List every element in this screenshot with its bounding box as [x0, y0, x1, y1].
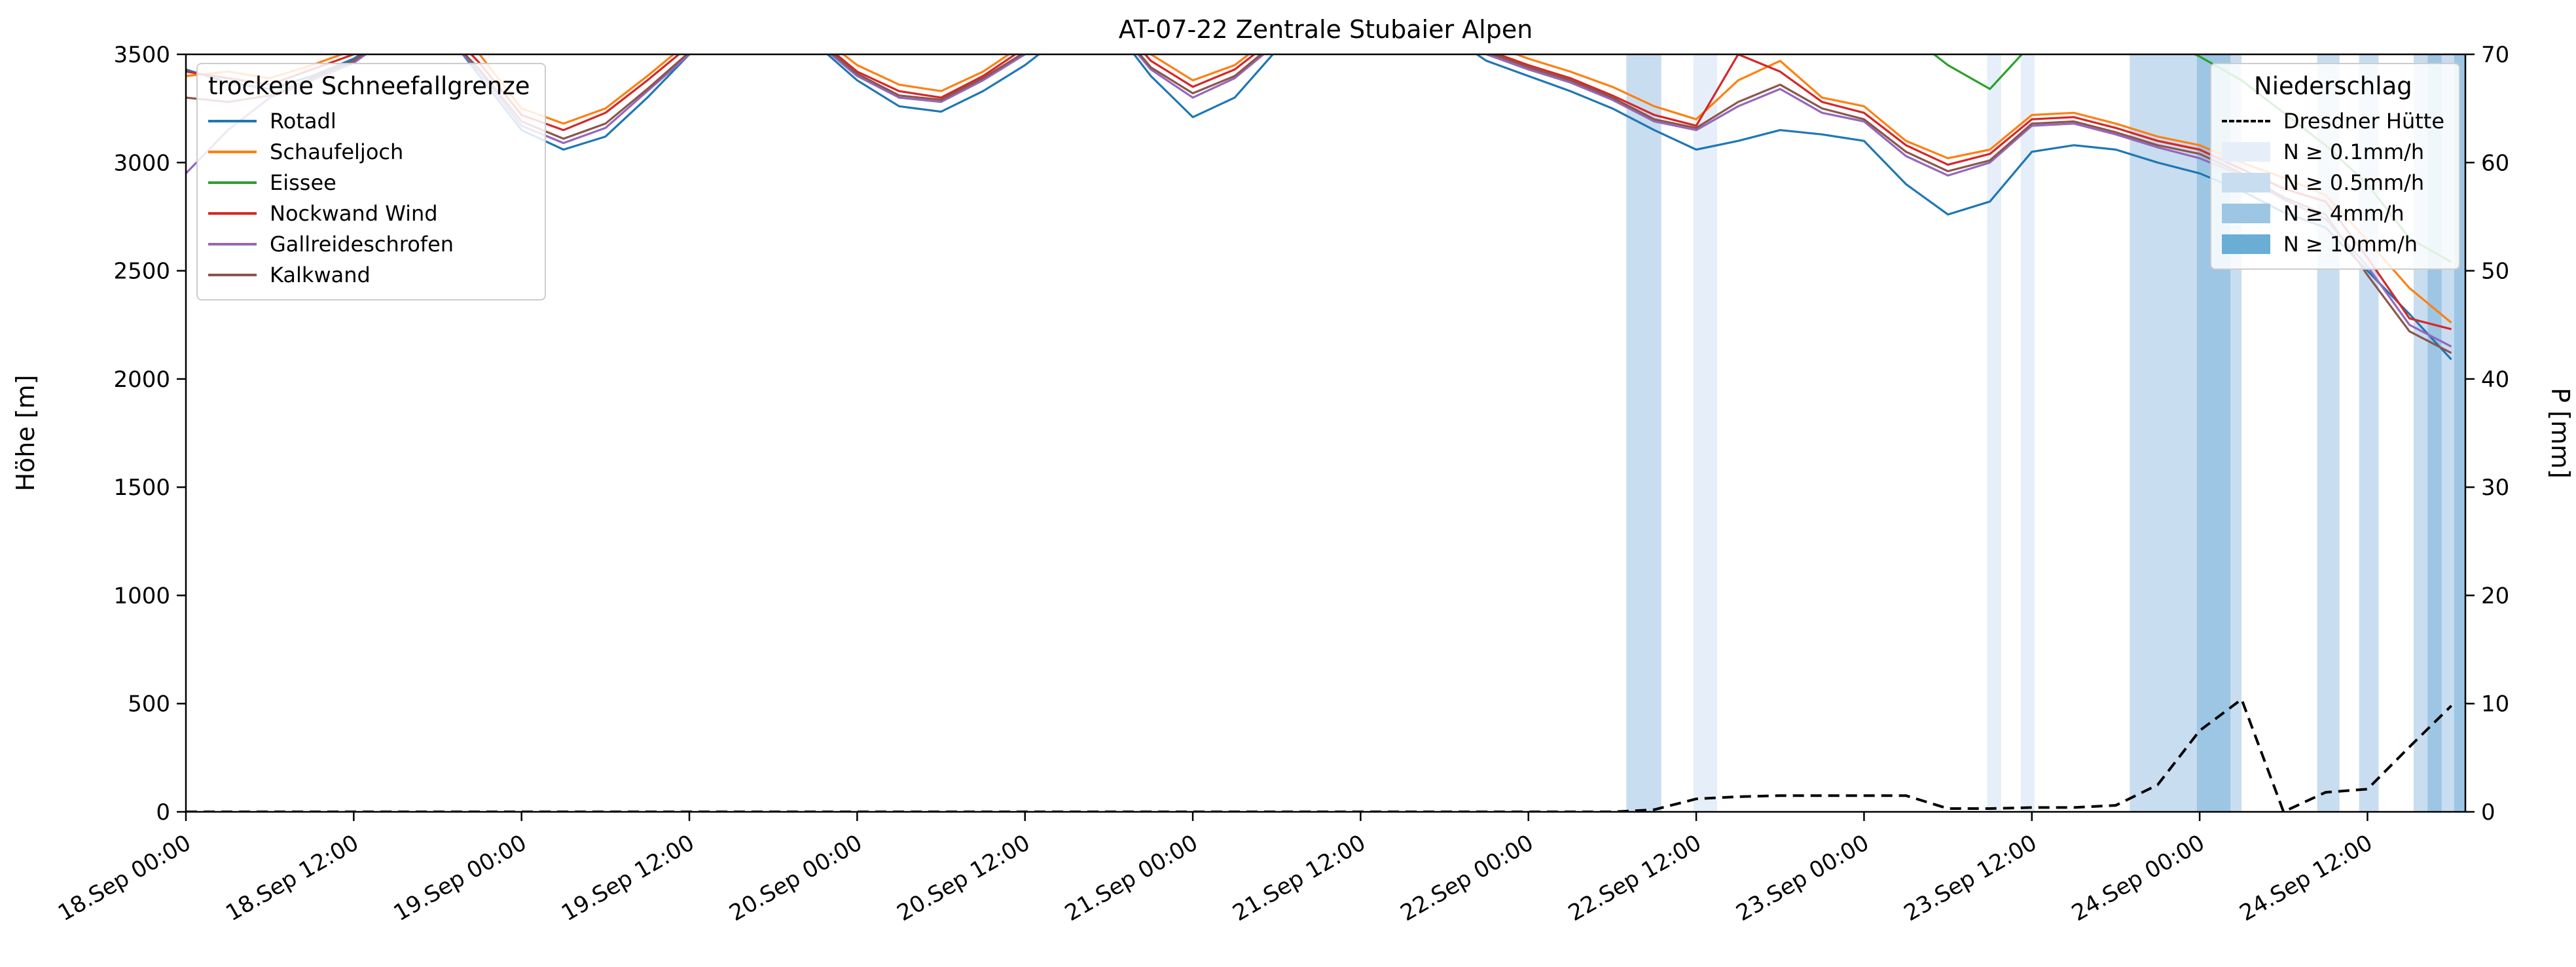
legend-snowfall-title: trockene Schneefallgrenze	[208, 72, 530, 100]
x-tick: 22.Sep 12:00	[1564, 830, 1706, 926]
schaufeljoch-line-swatch	[208, 150, 257, 153]
band-4-label: N ≥ 4mm/h	[2283, 200, 2404, 226]
y-left-tick: 500	[128, 691, 170, 718]
y-right-tick: 20	[2481, 583, 2509, 609]
series-line-schaufeljoch	[186, 54, 2452, 324]
y-right-tick: 40	[2481, 367, 2509, 393]
band-0-5-swatch	[2221, 172, 2270, 192]
dresdner-huette-label: Dresdner Hütte	[2283, 108, 2444, 134]
x-tick: 19.Sep 00:00	[390, 830, 532, 926]
precip-band	[1987, 54, 2001, 812]
precip-band	[1626, 54, 1661, 812]
legend-entry-band-10: N ≥ 10mm/h	[2221, 228, 2444, 259]
y-right-tick: 10	[2481, 691, 2509, 718]
y-right-tick: 70	[2481, 42, 2509, 68]
x-tick: 18.Sep 00:00	[54, 830, 196, 926]
x-tick: 23.Sep 12:00	[1900, 830, 2042, 926]
legend-entry-gallreideschrofen: Gallreideschrofen	[208, 228, 530, 259]
series-line-nockwand-wind	[186, 54, 2452, 331]
nockwand-wind-label: Nockwand Wind	[270, 200, 438, 226]
x-tick: 24.Sep 00:00	[2067, 830, 2209, 926]
y-right-tick: 50	[2481, 259, 2509, 285]
y-left-tick: 1500	[113, 475, 170, 501]
y-left-tick: 3000	[113, 150, 170, 176]
band-10-label: N ≥ 10mm/h	[2283, 231, 2418, 257]
y-left-tick: 2000	[113, 367, 170, 393]
x-tick: 19.Sep 12:00	[557, 830, 699, 926]
legend-entry-nockwand-wind: Nockwand Wind	[208, 198, 530, 228]
schaufeljoch-label: Schaufeljoch	[270, 139, 404, 164]
legend-entry-rotadl: Rotadl	[208, 105, 530, 136]
legend-entry-band-05: N ≥ 0.5mm/h	[2221, 167, 2444, 198]
series-line-kalkwand	[186, 54, 2452, 354]
legend-precip-title: Niederschlag	[2254, 72, 2412, 100]
rotadl-label: Rotadl	[270, 108, 336, 134]
dresdner-huette-dashed-swatch	[2221, 119, 2270, 122]
y-right-tick: 60	[2481, 150, 2509, 176]
plot-border	[185, 53, 2467, 813]
band-4-swatch	[2221, 203, 2270, 223]
y-right-tick: 30	[2481, 475, 2509, 501]
legend-entry-schaufeljoch: Schaufeljoch	[208, 136, 530, 167]
legend-entry-dresdner-huette: Dresdner Hütte	[2221, 105, 2444, 136]
legend-snowfall-limit: trockene Schneefallgrenze Rotadl Schaufe…	[196, 63, 546, 301]
legend-entry-kalkwand: Kalkwand	[208, 259, 530, 290]
y-left-axis-label: Höhe [m]	[11, 374, 40, 491]
gallreideschrofen-label: Gallreideschrofen	[270, 231, 454, 257]
legend-entry-band-4: N ≥ 4mm/h	[2221, 198, 2444, 228]
legend-entry-eissee: Eissee	[208, 167, 530, 198]
band-0-1-swatch	[2221, 141, 2270, 162]
y-left-tick: 2500	[113, 259, 170, 285]
chart-title: AT-07-22 Zentrale Stubaier Alpen	[1119, 15, 1533, 44]
y-left-tick: 3500	[113, 42, 170, 68]
band-0-5-label: N ≥ 0.5mm/h	[2283, 170, 2425, 195]
x-tick: 20.Sep 00:00	[725, 830, 867, 926]
x-tick: 21.Sep 12:00	[1228, 830, 1370, 926]
kalkwand-label: Kalkwand	[270, 262, 371, 287]
legend-entry-band-01: N ≥ 0.1mm/h	[2221, 136, 2444, 167]
y-right-tick: 0	[2481, 799, 2495, 826]
y-left-tick: 1000	[113, 583, 170, 609]
band-0-1-label: N ≥ 0.1mm/h	[2283, 139, 2425, 164]
gallreideschrofen-line-swatch	[208, 242, 257, 246]
nockwand-wind-line-swatch	[208, 211, 257, 215]
series-line-rotadl	[186, 54, 2452, 361]
legend-precipitation: Niederschlag Dresdner Hütte N ≥ 0.1mm/h …	[2209, 63, 2460, 270]
y-right-axis-label: P [mm]	[2546, 388, 2575, 479]
eissee-line-swatch	[208, 181, 257, 184]
rotadl-line-swatch	[208, 119, 257, 122]
series-line-gallreideschrofen	[186, 54, 2452, 348]
precip-line-dresdner-h-tte	[186, 697, 2453, 812]
x-tick: 24.Sep 12:00	[2235, 830, 2377, 926]
x-tick: 23.Sep 00:00	[1732, 830, 1874, 926]
precip-band	[2020, 54, 2035, 812]
x-tick: 21.Sep 00:00	[1061, 830, 1203, 926]
precip-band	[1693, 54, 1718, 812]
kalkwand-line-swatch	[208, 273, 257, 276]
x-tick: 22.Sep 00:00	[1396, 830, 1538, 926]
eissee-label: Eissee	[270, 170, 336, 195]
x-tick: 18.Sep 12:00	[221, 830, 363, 926]
band-10-swatch	[2221, 234, 2270, 254]
y-left-tick: 0	[156, 799, 170, 826]
x-tick: 20.Sep 12:00	[893, 830, 1035, 926]
